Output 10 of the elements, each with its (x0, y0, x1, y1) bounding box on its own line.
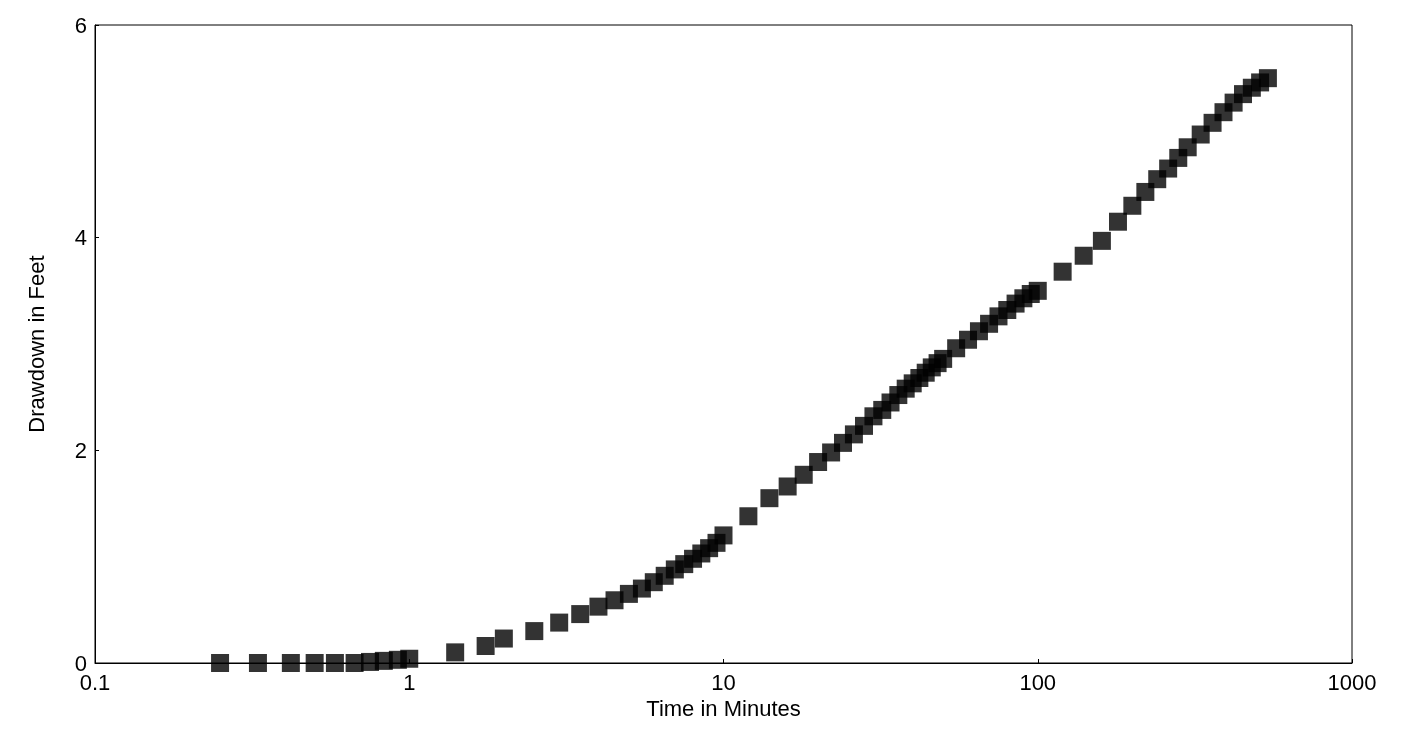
x-tick-label: 100 (1019, 669, 1057, 695)
y-tick-label: 2 (74, 437, 87, 463)
y-tick-label: 6 (74, 12, 87, 38)
x-tick-label: 10 (711, 669, 736, 695)
x-tick-label: 1000 (1327, 669, 1377, 695)
y-tick-label: 0 (74, 650, 87, 676)
x-axis-title: Time in Minutes (646, 696, 801, 722)
y-axis-title: Drawdown in Feet (23, 255, 49, 433)
x-tick-label: 1 (403, 669, 416, 695)
y-tick-label: 4 (74, 225, 87, 251)
